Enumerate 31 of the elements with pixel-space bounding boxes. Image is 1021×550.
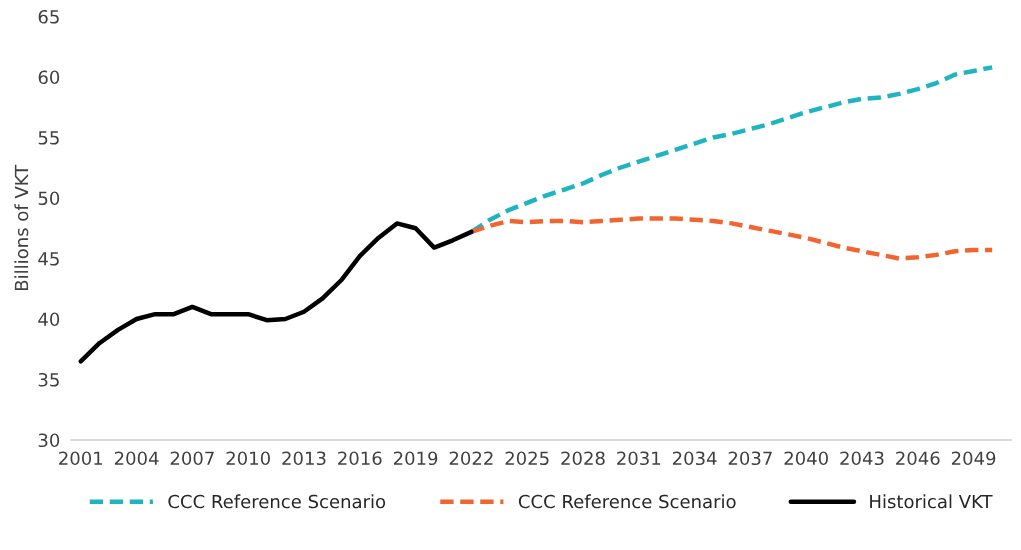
x-tick-label: 2001 [59, 451, 103, 466]
x-tick-label: 2010 [226, 451, 270, 466]
x-tick-label: 2031 [617, 451, 661, 466]
legend-label: CCC Reference Scenario [518, 494, 736, 509]
y-axis-title: Billions of VKT [14, 164, 29, 290]
x-tick-label: 2046 [896, 451, 940, 466]
y-tick-label: 30 [38, 433, 60, 448]
line-series [469, 216, 995, 261]
y-tick-label: 40 [38, 312, 60, 327]
legend-label: Historical VKT [870, 494, 993, 509]
line-series [78, 221, 474, 364]
x-tick-label: 2019 [393, 451, 438, 466]
x-tick-label: 2049 [951, 451, 996, 466]
x-tick-label: 2043 [840, 451, 884, 466]
x-tick-label: 2022 [449, 451, 493, 466]
x-tick-label: 2028 [561, 451, 605, 466]
x-tick-label: 2037 [728, 451, 772, 466]
x-tick-label: 2007 [170, 451, 214, 466]
x-tick-label: 2004 [114, 451, 159, 466]
x-tick-label: 2025 [505, 451, 549, 466]
x-tick-label: 2040 [784, 451, 828, 466]
x-tick-label: 2016 [338, 451, 382, 466]
legend-label: CCC Reference Scenario [168, 494, 386, 509]
y-tick-label: 60 [38, 70, 60, 85]
y-tick-label: 65 [38, 9, 59, 24]
y-tick-label: 45 [38, 252, 59, 266]
x-tick-label: 2013 [282, 451, 326, 466]
y-tick-label: 50 [38, 191, 60, 206]
x-tick-label: 2034 [672, 451, 717, 466]
y-tick-label: 35 [38, 372, 59, 387]
y-tick-label: 55 [38, 131, 59, 145]
